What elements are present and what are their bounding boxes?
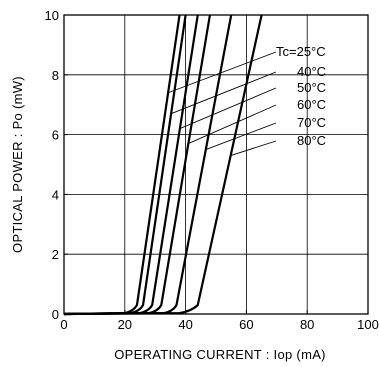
y-tick-label: 0 bbox=[52, 307, 59, 322]
legend-leaders bbox=[167, 51, 277, 156]
x-axis-label: OPERATING CURRENT : Iop (mA) bbox=[114, 347, 326, 362]
series-line-4 bbox=[63, 14, 212, 316]
y-tick-label: 2 bbox=[52, 247, 59, 262]
legend-leader-3 bbox=[179, 87, 277, 130]
legend-label-2: 40°C bbox=[297, 64, 326, 79]
legend-leader-6 bbox=[230, 140, 277, 156]
y-axis-label: OPTICAL POWER : Po (mW) bbox=[10, 76, 25, 253]
y-tick-label: 4 bbox=[52, 187, 59, 202]
legend-leader-4 bbox=[188, 104, 277, 144]
x-tick-label: 100 bbox=[357, 317, 379, 332]
grid bbox=[64, 15, 368, 314]
legend-label-1: Tc=25°C bbox=[276, 44, 326, 59]
legend-label-5: 70°C bbox=[297, 115, 326, 130]
plot-frame bbox=[63, 14, 369, 315]
legend-leader-1 bbox=[167, 51, 277, 94]
series-line-6 bbox=[63, 14, 263, 316]
legend-label-3: 50°C bbox=[297, 80, 326, 95]
x-tick-label: 60 bbox=[239, 317, 253, 332]
series-layer bbox=[63, 14, 263, 316]
x-tick-label: 0 bbox=[60, 317, 67, 332]
series-line-3 bbox=[63, 14, 199, 316]
series-line-1 bbox=[63, 14, 181, 316]
legend-leader-5 bbox=[205, 122, 277, 150]
x-tick-label: 40 bbox=[178, 317, 192, 332]
legend: Tc=25°C 40°C50°C 60°C 70°C 80°C bbox=[276, 44, 326, 148]
legend-leader-2 bbox=[170, 71, 277, 115]
legend-label-4: 60°C bbox=[297, 97, 326, 112]
y-tick-label: 6 bbox=[52, 128, 59, 143]
legend-label-6: 80°C bbox=[297, 133, 326, 148]
x-tick-label: 20 bbox=[118, 317, 132, 332]
x-tick-label: 80 bbox=[300, 317, 314, 332]
y-tick-label: 8 bbox=[52, 68, 59, 83]
ticks: 0 20 40 60 80 100 0 2 4 6 8 10 bbox=[45, 8, 379, 332]
y-tick-label: 10 bbox=[45, 8, 59, 23]
